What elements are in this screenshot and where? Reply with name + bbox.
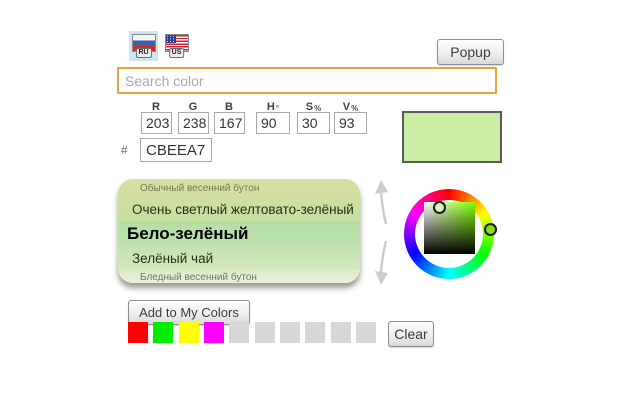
language-tab-ru[interactable]: RU — [129, 31, 158, 61]
blue-input[interactable] — [214, 112, 245, 134]
my-color-slot[interactable] — [204, 322, 224, 343]
language-tab-us[interactable]: US — [162, 31, 191, 61]
color-name-item[interactable]: Бледный весенний бутон — [118, 270, 360, 283]
hue-marker-handle[interactable] — [484, 223, 497, 236]
saturation-value-square[interactable] — [424, 202, 475, 254]
value-input[interactable] — [334, 112, 367, 134]
my-color-slot-empty[interactable] — [331, 322, 351, 343]
color-name-item[interactable]: Обычный весенний бутон — [118, 179, 360, 198]
my-color-slot-empty[interactable] — [280, 322, 300, 343]
color-name-item[interactable]: Зелёный чай — [118, 247, 360, 270]
language-badge: RU — [135, 48, 152, 58]
my-color-slot-empty[interactable] — [305, 322, 325, 343]
hue-label: H ° — [266, 101, 280, 113]
green-input[interactable] — [178, 112, 209, 134]
add-to-my-colors-button[interactable]: Add to My Colors — [128, 300, 250, 325]
color-name-item-selected[interactable]: Бело-зелёный — [118, 221, 360, 247]
green-label: G — [188, 101, 198, 113]
hue-input[interactable] — [256, 112, 290, 134]
blue-label: B — [225, 101, 233, 113]
my-color-slot[interactable] — [179, 322, 199, 343]
sv-marker-handle[interactable] — [433, 201, 446, 214]
scroll-up-arrow[interactable] — [375, 180, 388, 225]
color-name-item[interactable]: Очень светлый желтовато-зелёный — [118, 198, 360, 221]
value-label: V% — [342, 101, 359, 113]
hex-prefix: # — [121, 143, 128, 157]
my-color-slot-empty[interactable] — [255, 322, 275, 343]
red-input[interactable] — [141, 112, 172, 134]
hex-input[interactable] — [140, 138, 212, 162]
language-badge: US — [168, 48, 185, 58]
color-preview-swatch — [402, 111, 502, 163]
clear-button[interactable]: Clear — [388, 321, 434, 347]
my-color-slot[interactable] — [128, 322, 148, 343]
scroll-down-arrow[interactable] — [375, 240, 388, 285]
my-color-slot-empty[interactable] — [356, 322, 376, 343]
search-input[interactable] — [117, 67, 497, 94]
my-color-slot-empty[interactable] — [229, 322, 249, 343]
my-color-slot[interactable] — [153, 322, 173, 343]
carousel-scroll-arrows — [375, 180, 388, 285]
red-label: R — [152, 101, 160, 113]
popup-button[interactable]: Popup — [437, 39, 504, 65]
saturation-input[interactable] — [297, 112, 330, 134]
saturation-label: S% — [305, 101, 322, 113]
color-name-carousel: Обычный весенний бутон Очень светлый жел… — [118, 179, 360, 283]
